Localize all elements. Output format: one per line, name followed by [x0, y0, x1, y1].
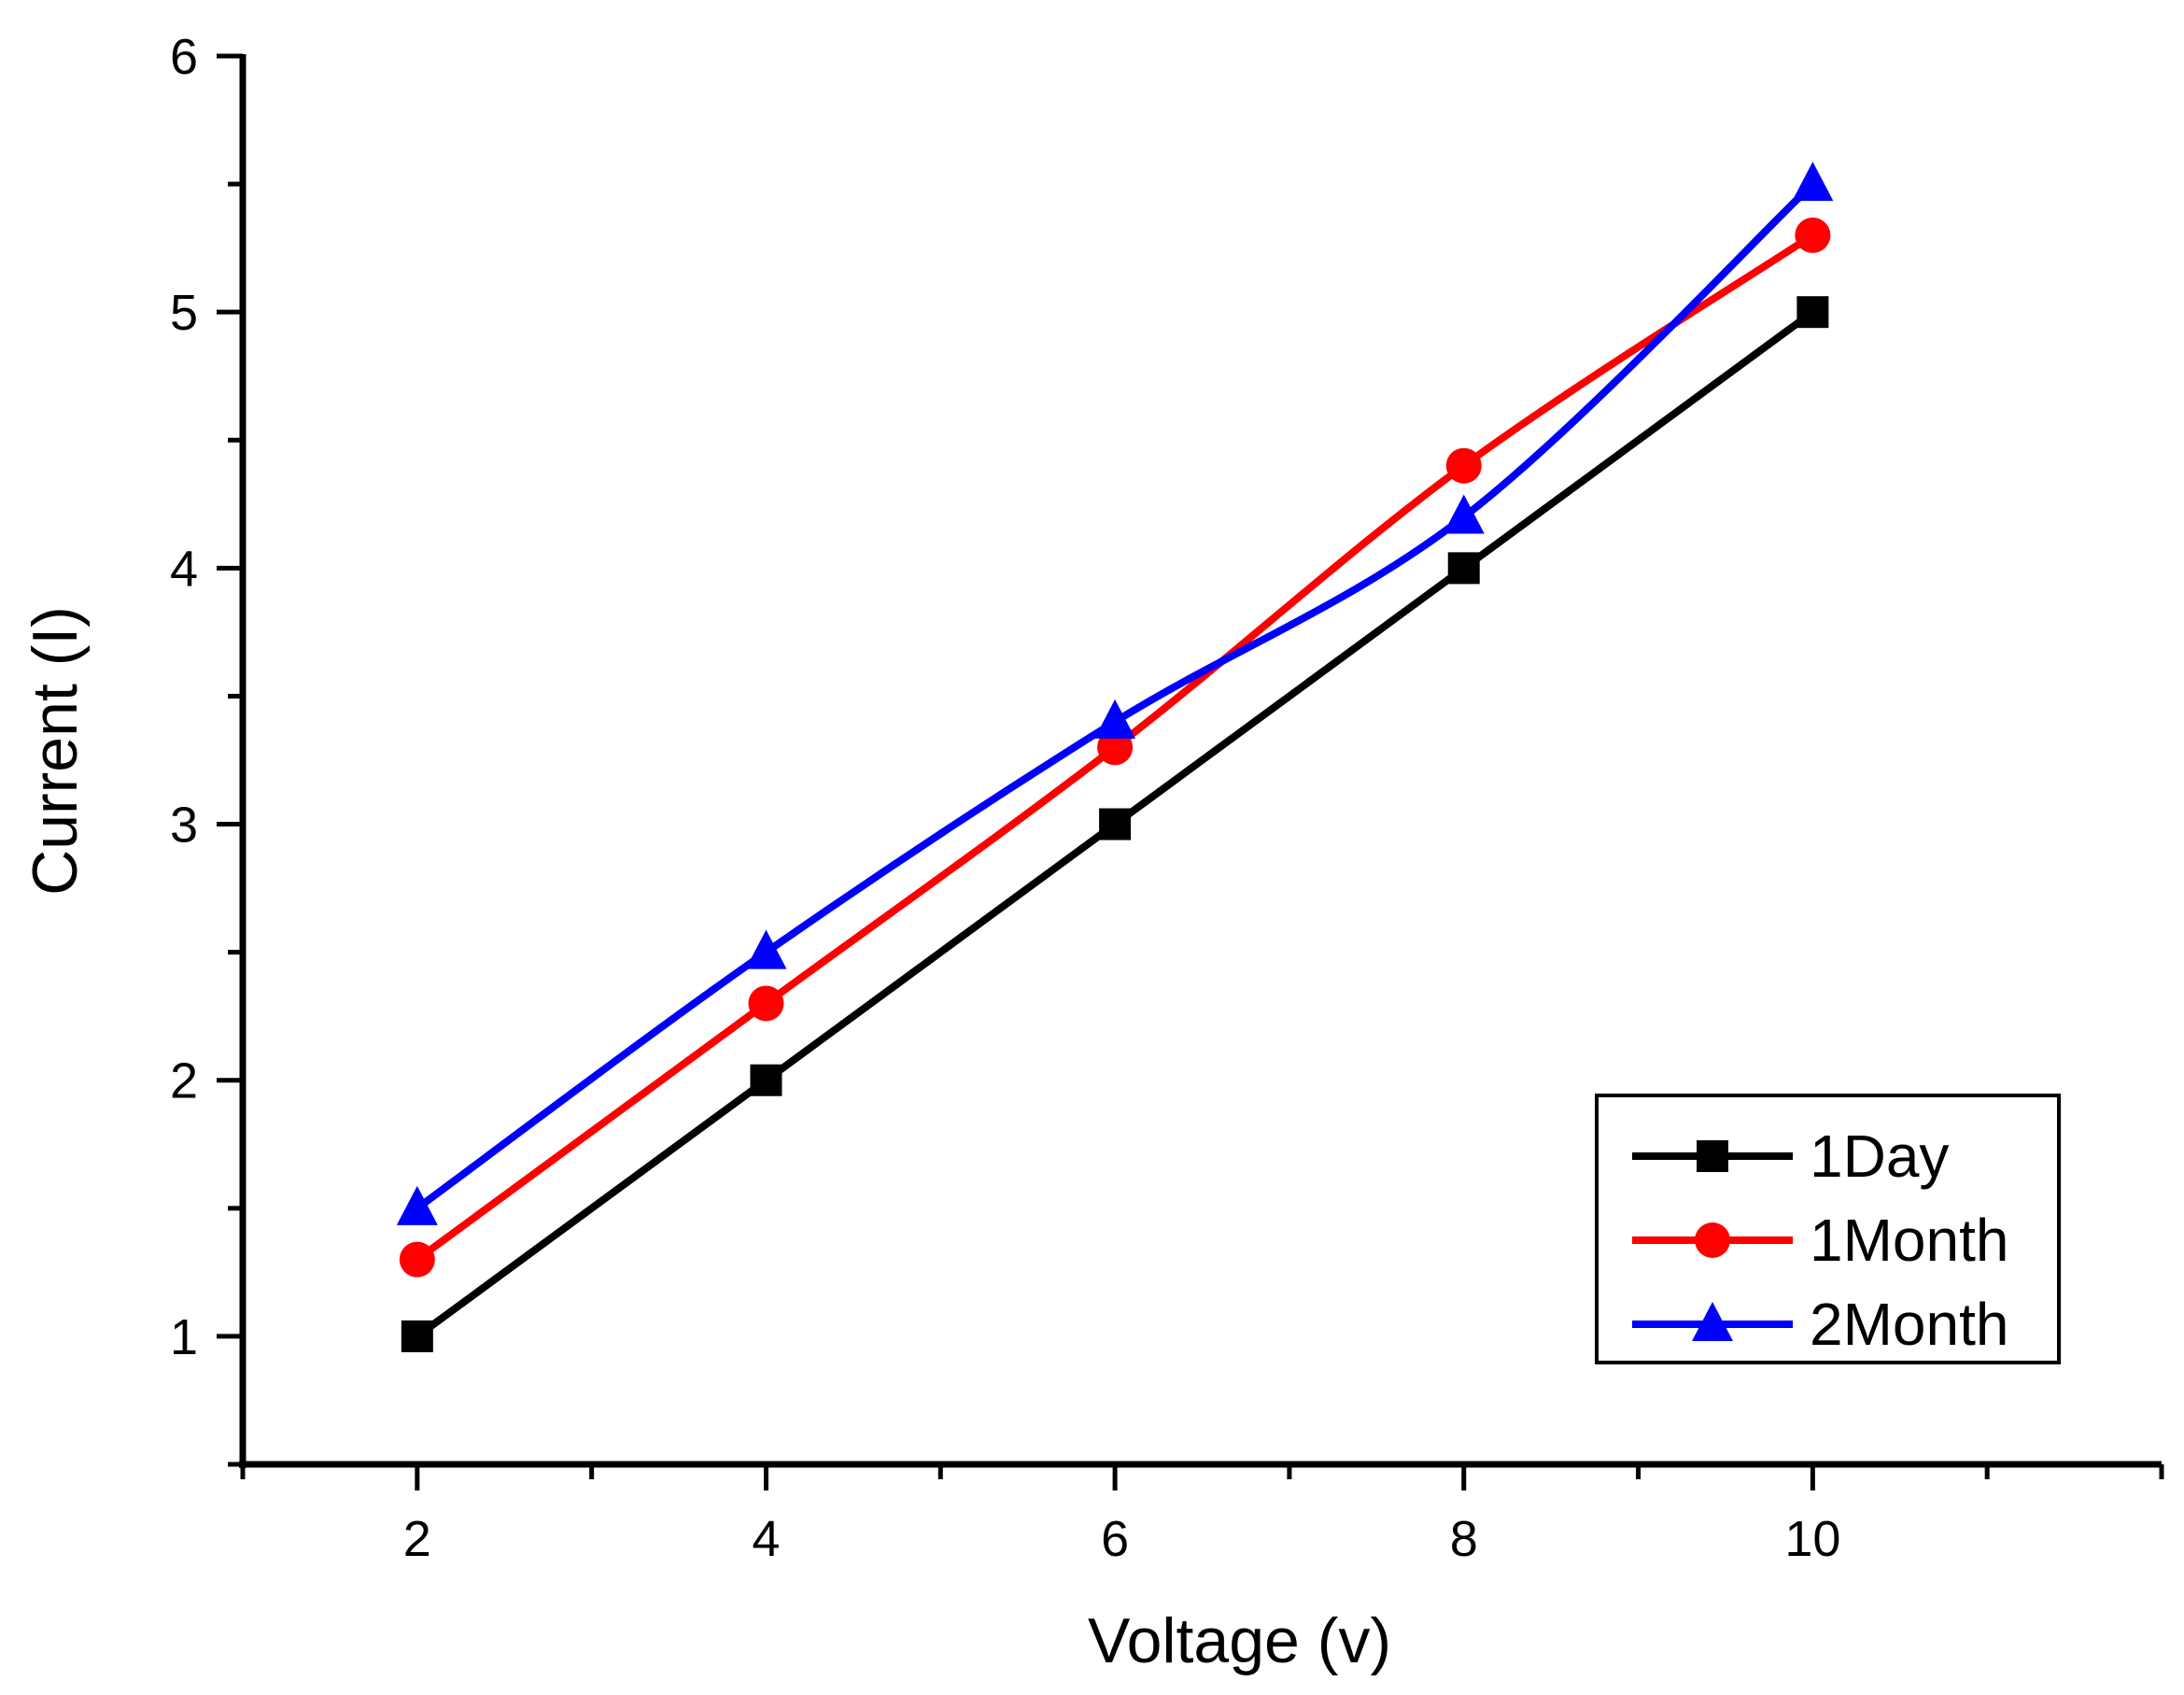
x-axis-title: Voltage (v) — [1088, 1605, 1391, 1676]
y-tick-label: 5 — [170, 285, 198, 341]
data-point-1day — [1447, 552, 1480, 585]
x-tick-label: 10 — [1784, 1511, 1840, 1567]
legend-label-1month: 1Month — [1810, 1207, 2008, 1274]
data-point-1month — [1445, 447, 1482, 484]
x-tick-label: 6 — [1101, 1511, 1129, 1567]
series-line-2month — [413, 180, 1817, 1212]
legend-label-2month: 2Month — [1810, 1291, 2008, 1358]
x-tick-label: 2 — [403, 1511, 431, 1567]
data-point-1month — [1795, 217, 1831, 253]
x-tick-label: 8 — [1450, 1511, 1478, 1567]
data-point-2month — [1792, 162, 1834, 202]
axes: 1 2 3 4 5 6 2 4 6 8 10 Voltage (v) Current (I) — [20, 29, 2164, 1676]
series-layer — [396, 162, 1834, 1352]
data-point-1day — [1797, 296, 1829, 329]
data-point-2month — [396, 1185, 438, 1225]
series-1day — [401, 296, 1829, 1352]
legend: 1Day 1Month 2Month — [1595, 1094, 2061, 1364]
data-point-1day — [401, 1320, 433, 1352]
legend-marker-1day — [1697, 1140, 1728, 1172]
data-point-2month — [745, 929, 787, 969]
legend-marker-2month — [1692, 1302, 1733, 1341]
legend-label-1day: 1Day — [1810, 1123, 1949, 1190]
data-point-1day — [1099, 808, 1132, 840]
data-point-1day — [750, 1064, 782, 1096]
series-2month — [396, 162, 1834, 1225]
x-tick-label: 4 — [752, 1511, 780, 1567]
data-point-2month — [1094, 699, 1136, 739]
y-tick-label: 1 — [170, 1309, 198, 1365]
legend-box — [1595, 1094, 2061, 1364]
legend-marker-1month — [1695, 1222, 1730, 1258]
data-point-1month — [399, 1241, 435, 1278]
data-point-1month — [748, 985, 784, 1022]
y-tick-label: 3 — [170, 798, 198, 854]
data-point-2month — [1443, 494, 1485, 534]
y-tick-label: 6 — [170, 29, 198, 85]
y-tick-label: 4 — [170, 541, 198, 597]
y-tick-label: 2 — [170, 1053, 198, 1109]
y-axis-title: Current (I) — [20, 606, 91, 896]
